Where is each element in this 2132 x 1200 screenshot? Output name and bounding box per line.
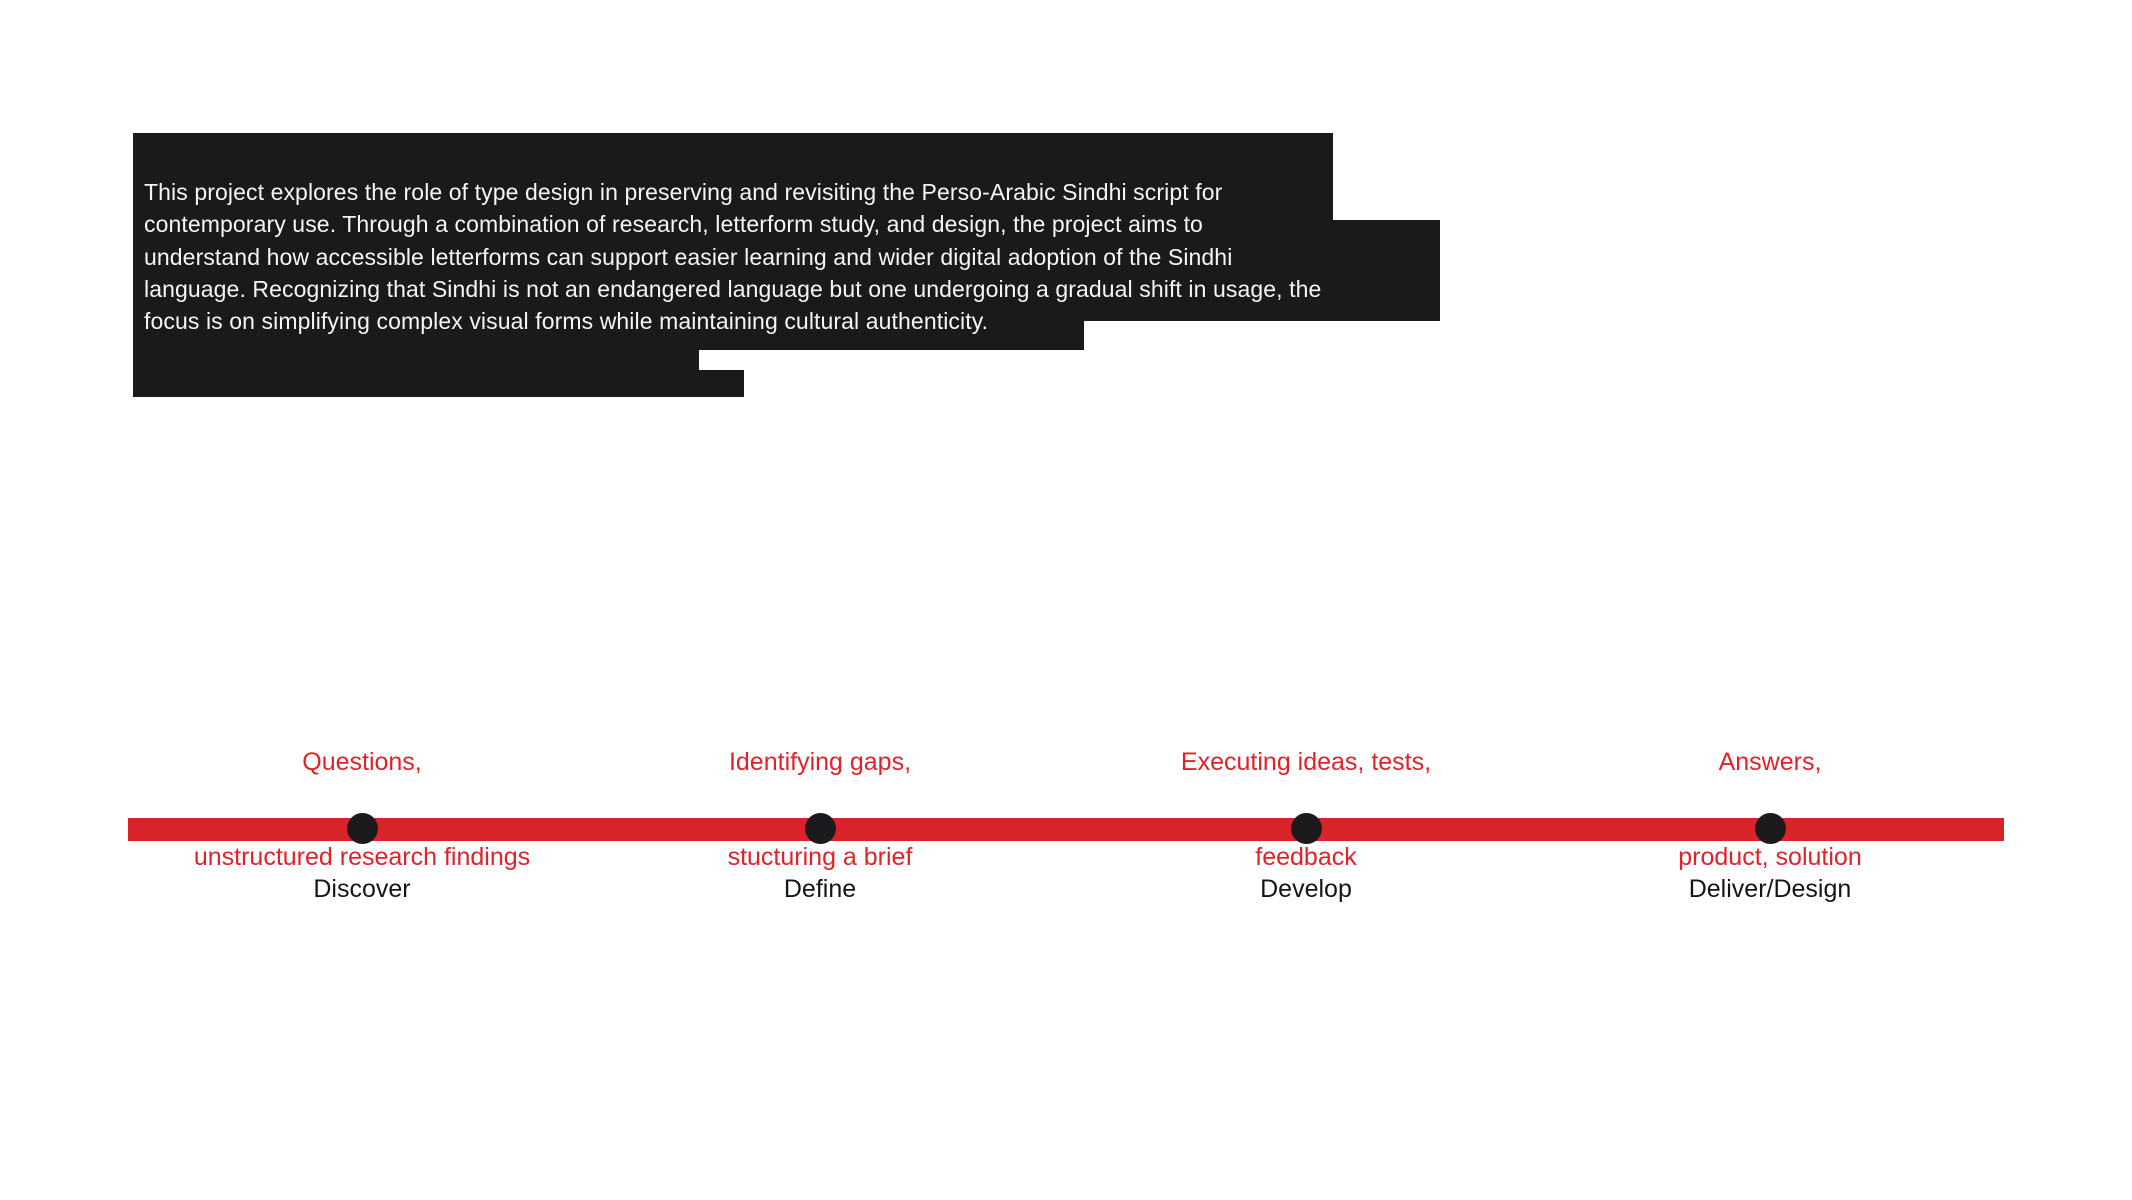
stage-caption-discover: Questions, unstructured research finding…	[194, 684, 530, 936]
intro-block-rect	[133, 350, 699, 370]
stage-dot-deliver-design	[1754, 813, 1786, 844]
intro-paragraph: This project explores the role of type d…	[144, 176, 1321, 337]
intro-block-rect	[133, 370, 744, 397]
timeline-bar	[128, 818, 2004, 841]
stage-label-deliver-design: Deliver/Design	[1688, 875, 1852, 903]
intro-block-rect	[133, 133, 1333, 220]
stage-caption-deliver-design: Answers, product, solution	[1678, 684, 1861, 936]
intro-paragraph-line: language. Recognizing that Sindhi is not…	[144, 275, 1322, 302]
stage-caption-line: Identifying gaps,	[728, 748, 912, 776]
stage-caption-develop: Executing ideas, tests, feedback	[1181, 684, 1431, 936]
stage-caption-line: Answers,	[1718, 748, 1822, 776]
stage-label-discover: Discover	[313, 875, 411, 903]
stage-caption-define: Identifying gaps, stucturing a brief	[728, 684, 913, 936]
stage-caption-line: stucturing a brief	[727, 842, 913, 871]
intro-block-rect	[133, 220, 1440, 321]
stage-caption-line: feedback	[1255, 842, 1357, 871]
stage-label-develop: Develop	[1260, 875, 1352, 903]
stage-caption-line: unstructured research findings	[193, 842, 531, 871]
intro-paragraph-line: understand how accessible letterforms ca…	[144, 243, 1233, 270]
intro-paragraph-line: contemporary use. Through a combination …	[144, 211, 1203, 238]
intro-block-rect	[133, 321, 1084, 350]
stage-caption-line: Executing ideas, tests,	[1180, 748, 1432, 776]
stage-caption-line: product, solution	[1678, 842, 1862, 871]
stage-caption-line: Questions,	[302, 748, 422, 776]
intro-paragraph-line: This project explores the role of type d…	[144, 179, 1223, 205]
intro-paragraph-line: focus is on simplifying complex visual f…	[144, 308, 989, 335]
stage-dot-develop	[1290, 813, 1322, 844]
stage-dot-discover	[346, 813, 378, 844]
stage-label-define: Define	[783, 875, 857, 903]
stage-dot-define	[804, 813, 836, 844]
